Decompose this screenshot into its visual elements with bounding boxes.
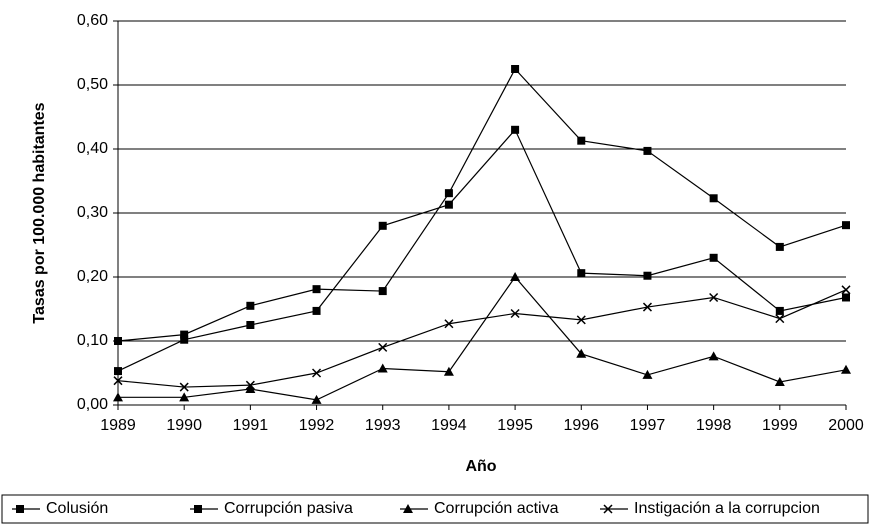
marker	[643, 146, 652, 155]
series-line	[117, 67, 847, 342]
marker	[113, 376, 123, 386]
marker	[775, 314, 785, 324]
series-line	[118, 276, 847, 401]
marker	[510, 308, 520, 319]
x-tick-label: 1999	[762, 417, 798, 434]
marker	[180, 335, 189, 344]
marker	[378, 342, 388, 352]
legend-box	[1, 494, 869, 524]
legend-marker	[16, 505, 24, 513]
marker	[841, 285, 851, 295]
marker	[842, 293, 850, 302]
marker	[642, 302, 652, 312]
x-tick-label: 1994	[431, 417, 467, 434]
marker	[510, 272, 521, 281]
marker	[511, 65, 520, 73]
marker	[576, 315, 586, 325]
marker	[443, 366, 454, 376]
marker	[179, 382, 189, 392]
marker	[643, 271, 652, 280]
marker	[709, 253, 718, 262]
x-tick-label: 1997	[630, 417, 666, 434]
marker	[245, 384, 256, 393]
x-tick-label: 1998	[696, 417, 732, 434]
legend-label: Corrupción pasiva	[224, 500, 353, 517]
y-tick-label: 0,30	[77, 204, 108, 221]
x-tick-label: 1992	[299, 417, 335, 434]
y-tick-label: 0,40	[77, 140, 108, 157]
marker	[576, 348, 587, 358]
marker	[511, 125, 520, 134]
series-line	[117, 289, 847, 388]
y-tick-label: 0,00	[77, 396, 108, 413]
y-tick-label: 0,10	[77, 332, 108, 349]
marker	[312, 368, 322, 378]
marker	[709, 194, 718, 203]
marker	[708, 351, 719, 361]
marker	[114, 337, 122, 345]
x-tick-label: 1996	[563, 417, 599, 434]
marker	[775, 306, 784, 315]
marker	[179, 392, 190, 402]
x-tick-label: 2000	[828, 417, 864, 434]
marker	[378, 221, 387, 230]
legend-marker	[403, 504, 413, 513]
legend-label: Corrupción activa	[434, 500, 559, 517]
marker	[246, 321, 255, 329]
legend-marker	[603, 504, 613, 514]
marker	[180, 330, 189, 339]
x-tick-label: 1995	[497, 417, 533, 434]
x-axis-label: Año	[465, 458, 496, 475]
marker	[709, 292, 719, 303]
marker	[775, 242, 784, 251]
y-tick-label: 0,20	[77, 268, 108, 285]
marker	[378, 287, 387, 296]
marker	[842, 221, 850, 230]
legend-label: Instigación a la corrupcion	[634, 500, 820, 517]
marker	[444, 200, 453, 209]
marker	[444, 189, 453, 198]
marker	[312, 306, 321, 315]
marker	[444, 319, 454, 329]
marker	[312, 285, 321, 294]
x-tick-label: 1990	[166, 417, 202, 434]
marker	[245, 380, 255, 390]
marker	[642, 369, 653, 379]
x-tick-label: 1991	[233, 417, 269, 434]
marker	[311, 394, 322, 404]
legend-label: Colusión	[46, 500, 108, 517]
marker	[114, 367, 122, 376]
marker	[246, 301, 255, 310]
marker	[841, 364, 851, 374]
y-tick-label: 0,60	[77, 12, 108, 29]
x-tick-label: 1993	[365, 417, 401, 434]
marker	[113, 392, 123, 402]
marker	[774, 376, 785, 386]
y-tick-label: 0,50	[77, 76, 108, 93]
y-axis-label: Tasas por 100.000 habitantes	[31, 102, 48, 323]
x-tick-label: 1989	[100, 417, 136, 434]
legend-marker	[194, 505, 202, 513]
marker	[577, 136, 586, 145]
marker	[377, 363, 388, 373]
marker	[577, 269, 586, 278]
series-line	[117, 128, 847, 372]
